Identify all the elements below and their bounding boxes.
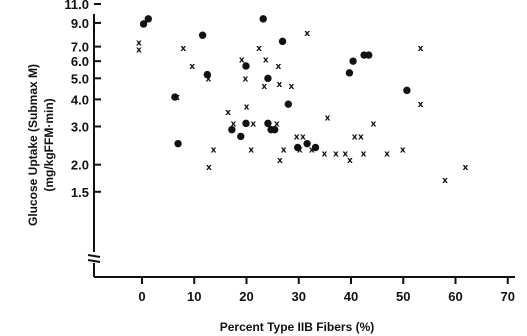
- data-point-circle: [284, 100, 292, 108]
- data-point-x: x: [321, 150, 327, 160]
- data-point-x: x: [206, 163, 212, 173]
- data-point-x: x: [418, 44, 424, 54]
- data-point-x: x: [275, 62, 281, 72]
- data-point-circle: [278, 37, 287, 46]
- data-point-x: x: [174, 93, 180, 103]
- data-point-x: x: [400, 145, 406, 155]
- data-point-x: x: [281, 145, 287, 155]
- data-point-circle: [264, 74, 272, 83]
- data-point-x: x: [136, 39, 142, 49]
- data-point-circle: [242, 62, 250, 70]
- data-point-x: x: [333, 150, 339, 160]
- data-point-x: x: [205, 74, 211, 84]
- data-point-circle: [174, 139, 182, 148]
- y-tick-group: 1.5 2.0 3.0 4.0 5.0 6.07.0 9.0 11.0: [64, 0, 101, 200]
- y-tick-label: 1.5: [71, 185, 89, 200]
- y-tick-label: 6.0: [71, 54, 89, 69]
- x-tick-label: 70: [501, 289, 515, 304]
- data-point-x: x: [250, 119, 256, 129]
- plot-axes: [87, 14, 515, 278]
- data-point-circle: [345, 69, 354, 77]
- y-axis-line: [87, 14, 101, 277]
- data-point-circle: [203, 70, 212, 79]
- x-tick-label: 30: [292, 289, 306, 304]
- data-point-x: x: [136, 45, 142, 55]
- data-point-circle: [144, 15, 152, 23]
- data-point-x: x: [384, 150, 390, 160]
- data-point-circle: [171, 93, 179, 101]
- data-point-circle: [294, 143, 302, 152]
- data-point-circle: [349, 57, 357, 65]
- data-point-x: x: [463, 163, 469, 173]
- y-tick-label: 11.0: [64, 0, 89, 12]
- data-point-x: x: [294, 132, 300, 142]
- data-point-x: x: [180, 44, 186, 54]
- data-point-circle: [139, 20, 148, 28]
- x-tick-label: 10: [187, 289, 201, 304]
- data-point-x: x: [325, 113, 331, 123]
- data-point-x: x: [442, 176, 448, 186]
- data-point-x: x: [352, 132, 358, 142]
- data-point-x: x: [371, 119, 377, 129]
- data-point-x: x: [277, 156, 283, 166]
- data-point-x: x: [277, 80, 283, 90]
- data-point-x: x: [211, 145, 217, 155]
- y-tick-label: 3.0: [71, 119, 89, 134]
- data-point-x: x: [361, 150, 367, 160]
- data-point-x: x: [358, 132, 364, 142]
- data-point-x: x: [418, 100, 424, 110]
- data-point-circle: [198, 31, 207, 39]
- data-point-circle: [259, 15, 267, 23]
- y-tick-label: 2.0: [71, 158, 89, 173]
- data-point-x: x: [274, 119, 280, 129]
- data-point-x: x: [243, 74, 249, 84]
- data-point-circle: [271, 125, 279, 134]
- data-point-x: x: [304, 29, 310, 39]
- data-point-x: x: [225, 108, 231, 118]
- data-point-x: x: [300, 132, 306, 142]
- data-point-x: x: [231, 119, 237, 129]
- data-point-x: x: [297, 145, 303, 155]
- x-tick-label: 20: [239, 289, 253, 304]
- data-point-x: x: [189, 62, 195, 72]
- data-point-circle: [228, 125, 236, 134]
- x-tick-label: 40: [344, 289, 358, 304]
- data-point-circle: [264, 119, 272, 128]
- data-point-x: x: [244, 103, 250, 113]
- data-point-x: x: [309, 145, 315, 155]
- data-point-circle: [303, 139, 311, 148]
- data-point-x: x: [347, 156, 353, 166]
- data-point-circle: [403, 86, 411, 95]
- y-tick-label: 7.0: [71, 40, 89, 55]
- x-axis-title: Percent Type IIB Fibers (%): [220, 320, 374, 334]
- x-tick-label: 60: [448, 289, 462, 304]
- data-point-circle: [242, 119, 250, 128]
- y-axis-title-line1: Glucose Uptake (Submax M): [26, 64, 40, 226]
- x-tick-label: 50: [396, 289, 410, 304]
- data-point-x: x: [248, 145, 254, 155]
- data-point-x: x: [256, 44, 262, 54]
- data-point-x: x: [342, 150, 348, 160]
- data-point-x: x: [289, 82, 295, 92]
- data-point-x: x: [239, 56, 245, 66]
- y-tick-label: 9.0: [71, 16, 89, 31]
- y-axis-title-line2: (mg/kgFFM·min): [42, 98, 56, 191]
- data-point-x: x: [263, 56, 269, 66]
- y-tick-label: 5.0: [71, 71, 89, 86]
- data-point-circle: [365, 51, 373, 59]
- data-point-x: x: [261, 82, 267, 92]
- data-point-circle: [237, 132, 245, 141]
- x-tick-label: 0: [138, 289, 145, 304]
- data-point-circle: [311, 143, 320, 152]
- x-tick-group: 0 10 20 30 40 50 60 70: [138, 277, 515, 304]
- y-tick-label: 4.0: [71, 92, 89, 107]
